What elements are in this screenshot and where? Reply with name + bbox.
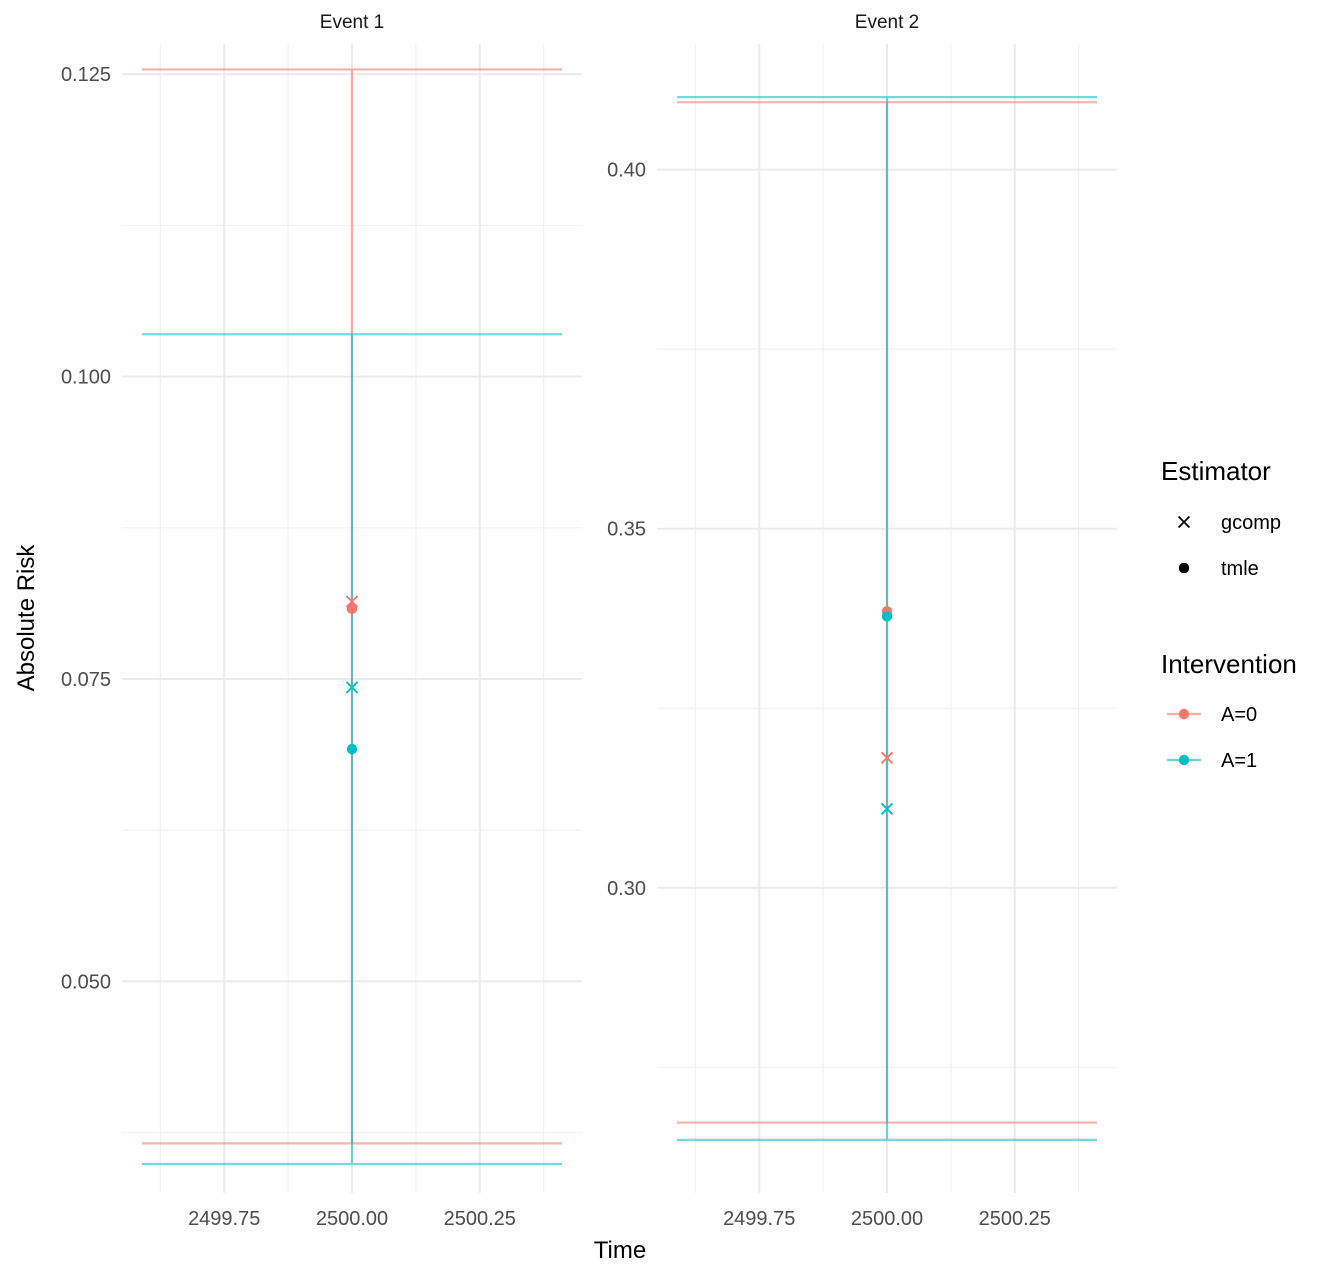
- y-tick-label: 0.050: [61, 971, 111, 993]
- x-tick-label: 2500.25: [444, 1208, 516, 1230]
- point-tmle-A0: [346, 603, 358, 615]
- x-tick-label: 2500.00: [851, 1208, 923, 1230]
- y-tick-label: 0.30: [607, 878, 646, 900]
- legend-key-tmle: [1178, 562, 1190, 574]
- legend-key-gcomp: [1177, 515, 1191, 529]
- point-tmle-A1: [346, 743, 358, 755]
- point-tmle-A1: [881, 611, 893, 622]
- legend-title: Estimator: [1161, 456, 1271, 486]
- panel-title: Event 2: [855, 12, 919, 33]
- x-tick-label: 2499.75: [188, 1208, 260, 1230]
- y-tick-label: 0.35: [607, 519, 646, 541]
- legend-label: gcomp: [1221, 512, 1281, 534]
- y-tick-label: 0.100: [61, 367, 111, 389]
- y-tick-label: 0.075: [61, 669, 111, 691]
- legend-key-A1: [1167, 754, 1201, 766]
- y-tick-label: 0.125: [61, 64, 111, 86]
- legend-label: tmle: [1221, 558, 1259, 580]
- x-tick-label: 2500.25: [979, 1208, 1051, 1230]
- legend-title: Intervention: [1161, 649, 1297, 679]
- point-gcomp-A0: [880, 751, 894, 764]
- legend-estimator: Estimator gcomp tmle: [1161, 456, 1281, 580]
- legend-label: A=0: [1221, 704, 1257, 726]
- panel-title: Event 1: [320, 12, 384, 33]
- y-tick-label: 0.40: [607, 160, 646, 182]
- legend-label: A=1: [1221, 750, 1257, 772]
- legends: Estimator gcomp tmle Intervention A=0 A=1: [1161, 456, 1297, 772]
- panels: 2499.75 2500.00 2500.25 0.050 0.075 0.100 0.12…: [61, 12, 1117, 1230]
- legend-key-A0: [1167, 708, 1201, 720]
- x-axis-title: Time: [594, 1237, 646, 1264]
- y-axis-title: Absolute Risk: [13, 544, 40, 692]
- point-gcomp-A1: [345, 681, 359, 694]
- x-tick-label: 2500.00: [316, 1208, 388, 1230]
- legend-intervention: Intervention A=0 A=1: [1161, 649, 1297, 772]
- x-tick-label: 2499.75: [723, 1208, 795, 1230]
- panel-2: 2499.75 2500.00 2500.25 0.30 0.35 0.40 Event 2: [607, 12, 1117, 1230]
- panel-1: 2499.75 2500.00 2500.25 0.050 0.075 0.100 0.12…: [61, 12, 582, 1230]
- point-gcomp-A1: [880, 802, 894, 815]
